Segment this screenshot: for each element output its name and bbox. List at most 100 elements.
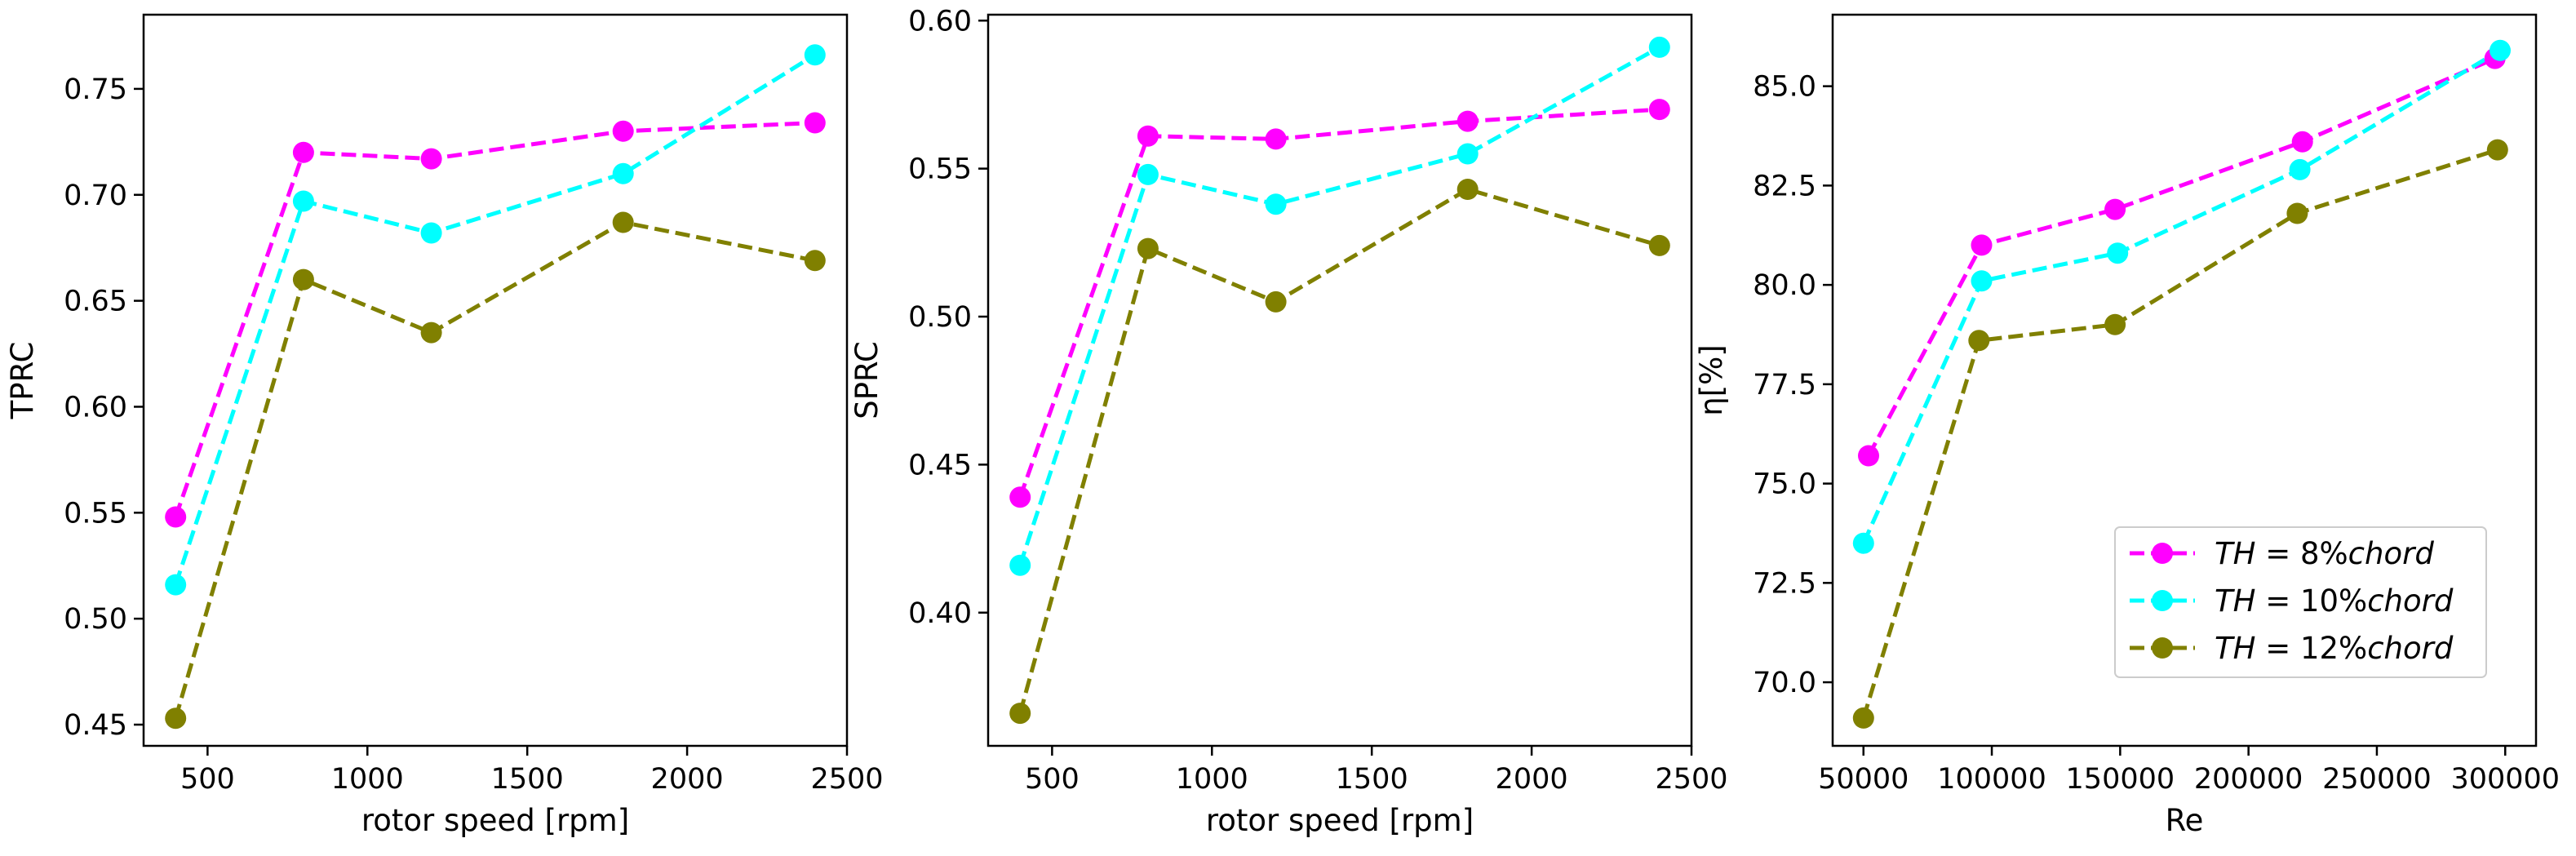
data-point xyxy=(804,44,826,66)
x-tick-label: 50000 xyxy=(1818,763,1909,796)
data-point xyxy=(1456,110,1479,132)
y-tick-label: 0.65 xyxy=(64,286,127,318)
series-line-2 xyxy=(1018,45,1661,566)
data-point xyxy=(2289,158,2311,180)
data-point xyxy=(2490,39,2511,61)
plot-frame xyxy=(1831,13,2538,747)
y-tick-label: 85.0 xyxy=(1753,71,1816,104)
data-point xyxy=(804,250,826,272)
y-tick-label: 0.40 xyxy=(908,597,972,630)
data-point xyxy=(420,148,442,170)
x-tick-label: 200000 xyxy=(2194,763,2303,796)
data-point xyxy=(165,574,187,596)
data-point xyxy=(612,120,634,142)
data-point xyxy=(1852,707,1874,729)
data-point xyxy=(1265,128,1287,150)
series-line-3 xyxy=(1018,187,1660,714)
data-point xyxy=(1137,237,1159,259)
data-point xyxy=(420,222,442,244)
data-point xyxy=(1648,99,1670,121)
legend-label: TH = 8%chord xyxy=(2215,536,2434,571)
y-axis-label: SPRC xyxy=(849,341,885,419)
x-axis-label: rotor speed [rpm] xyxy=(1206,803,1474,838)
x-tick-label: 1000 xyxy=(331,763,404,796)
series-line-1 xyxy=(1866,56,2496,457)
y-tick-label: 0.45 xyxy=(908,449,972,481)
data-point xyxy=(2104,198,2126,220)
data-point xyxy=(165,506,187,528)
data-point xyxy=(2286,202,2308,224)
y-tick-label: 70.0 xyxy=(1753,667,1816,699)
x-axis-label: rotor speed [rpm] xyxy=(361,803,629,838)
series-line-1 xyxy=(1018,107,1660,499)
y-tick-label: 0.50 xyxy=(908,301,972,334)
data-point xyxy=(292,190,314,212)
y-tick-label: 77.5 xyxy=(1753,369,1816,401)
data-point xyxy=(1971,270,1993,292)
x-tick-label: 2000 xyxy=(1496,763,1568,796)
y-axis-label: TPRC xyxy=(5,342,40,420)
plot-frame xyxy=(987,13,1693,747)
x-tick-label: 1000 xyxy=(1176,763,1248,796)
legend-marker xyxy=(2152,590,2173,611)
y-tick-label: 0.45 xyxy=(64,709,127,742)
data-point xyxy=(292,141,314,163)
data-point xyxy=(1968,330,1990,352)
y-tick-label: 0.50 xyxy=(64,603,127,636)
y-tick-label: 0.60 xyxy=(64,391,127,424)
y-tick-label: 0.55 xyxy=(64,497,127,530)
data-point xyxy=(1456,179,1479,200)
y-tick-label: 0.70 xyxy=(64,180,127,212)
chart-panel-1: 500 1000 1500 2000 2500 0.45 0.50 0.55 0.60 0.65 0… xyxy=(5,13,884,838)
y-axis-label: η[%] xyxy=(1694,344,1729,415)
x-tick-label: 300000 xyxy=(2450,763,2560,796)
legend-box xyxy=(2114,526,2487,678)
legend-marker xyxy=(2152,637,2173,659)
data-point xyxy=(1137,163,1159,185)
y-tick-label: 0.60 xyxy=(908,5,972,38)
series-line-2 xyxy=(173,53,817,586)
data-point xyxy=(1456,143,1479,165)
data-point xyxy=(292,268,314,291)
x-tick-label: 2000 xyxy=(651,763,724,796)
data-point xyxy=(165,707,187,730)
data-point xyxy=(2107,242,2129,264)
data-point xyxy=(804,112,826,134)
x-tick-label: 150000 xyxy=(2066,763,2175,796)
data-point xyxy=(1009,486,1031,508)
data-point xyxy=(1137,125,1159,147)
x-tick-label: 2500 xyxy=(810,763,883,796)
data-point xyxy=(1009,554,1031,576)
data-point xyxy=(612,162,634,184)
data-point xyxy=(1971,234,1993,256)
data-point xyxy=(1648,234,1670,256)
data-point xyxy=(420,322,442,344)
x-tick-label: 2500 xyxy=(1655,763,1727,796)
y-tick-label: 75.0 xyxy=(1753,468,1816,501)
legend-marker xyxy=(2152,543,2173,564)
data-point xyxy=(2486,139,2508,161)
chart-panel-3: 50000 100000 150000 200000 250000 300000 70.0 7… xyxy=(1694,13,2560,838)
y-tick-label: 0.55 xyxy=(908,153,972,186)
data-point xyxy=(1265,291,1287,313)
data-point xyxy=(2291,131,2313,153)
y-tick-label: 72.5 xyxy=(1753,567,1816,600)
data-point xyxy=(2104,313,2126,335)
data-point xyxy=(1852,532,1874,554)
x-tick-label: 500 xyxy=(180,763,235,796)
y-tick-label: 82.5 xyxy=(1753,170,1816,202)
y-tick-label: 0.75 xyxy=(64,73,127,106)
x-tick-label: 1500 xyxy=(491,763,564,796)
data-point xyxy=(1648,36,1670,58)
legend: TH = 8%chord TH = 10%chord TH = 12%chord xyxy=(2114,526,2487,678)
y-tick-label: 80.0 xyxy=(1753,269,1816,302)
data-point xyxy=(1009,703,1031,725)
series-line-1 xyxy=(173,121,815,518)
legend-label: TH = 12%chord xyxy=(2215,631,2454,666)
chart-panel-2: 500 1000 1500 2000 2500 0.40 0.45 0.50 0.55 0.60 r… xyxy=(849,5,1728,838)
x-tick-label: 500 xyxy=(1025,763,1080,796)
x-tick-label: 100000 xyxy=(1937,763,2046,796)
plot-frame xyxy=(142,13,849,747)
x-tick-label: 250000 xyxy=(2322,763,2432,796)
